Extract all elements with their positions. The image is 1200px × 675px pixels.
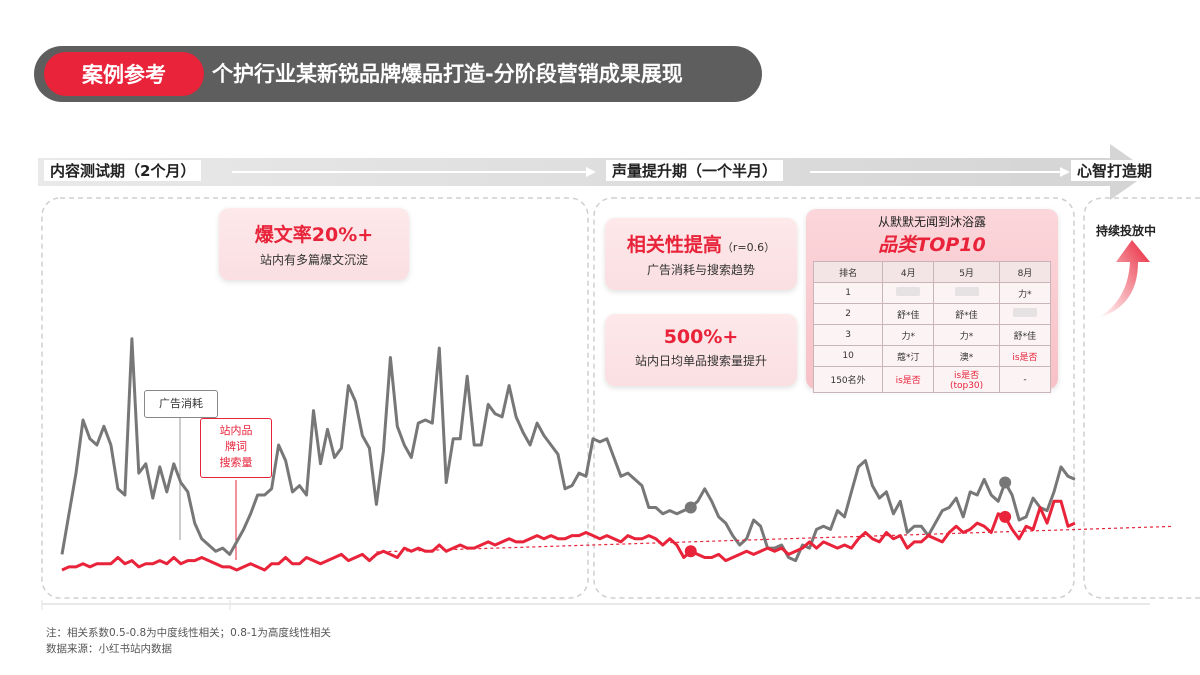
top10-cell: 力*: [998, 282, 1052, 304]
phase-panel-1: [41, 197, 589, 599]
top10-cell: 蔻*汀: [882, 345, 935, 367]
redacted-brand: [954, 287, 979, 296]
phase-panel-3: [1083, 197, 1200, 599]
brand-search-phase-marker: [999, 510, 1012, 523]
search-growth-card: 500%+ 站内日均单品搜索量提升: [605, 314, 797, 386]
top10-cell: [933, 282, 1000, 304]
top10-cell: is是否 (top30): [933, 366, 1000, 393]
top10-cell: 舒*佳: [882, 303, 935, 325]
phase-label-3: 心智打造期: [1071, 160, 1159, 181]
top10-cell: 3: [812, 324, 884, 346]
top10-cell: 力*: [882, 324, 935, 346]
note-source: 数据来源：小红书站内数据: [46, 643, 172, 655]
phase-connector-1-head: [586, 167, 596, 177]
phase-label-2: 声量提升期（一个半月）: [606, 160, 784, 181]
top10-cell: is是否: [882, 366, 935, 393]
top10-card: 从默默无闻到沐浴露 品类TOP10 排名 4月 5月 8月 1 力* 2 舒*佳 舒*佳 3 力*…: [806, 209, 1058, 393]
top10-row: 3 力* 力* 舒*佳: [812, 324, 1052, 346]
top10-row: 2 舒*佳 舒*佳: [812, 303, 1052, 325]
ad-spend-series-line: [60, 337, 1076, 563]
growth-arrow-icon: [1098, 240, 1150, 318]
top10-cell: 澳*: [933, 345, 1000, 367]
correlation-title: 相关性提高: [626, 234, 722, 256]
page-title: 个护行业某新锐品牌爆品打造-分阶段营销成果展现: [212, 62, 683, 86]
top10-table: 排名 4月 5月 8月 1 力* 2 舒*佳 舒*佳 3 力* 力* 舒*佳 10 蔻*汀 澳* is是否 15…: [812, 261, 1052, 393]
phase-label-1: 内容测试期（2个月）: [44, 160, 202, 181]
top10-cell: [882, 282, 935, 304]
top10-title: 从默默无闻到沐浴露: [877, 215, 986, 229]
top10-cell: 舒*佳: [998, 324, 1052, 346]
top10-header-cell: 4月: [882, 261, 935, 283]
search-growth-desc: 站内日均单品搜索量提升: [634, 354, 767, 368]
phase-connector-2-head: [1060, 167, 1070, 177]
brand-search-series-line: [61, 499, 1076, 572]
top10-cell: 1: [812, 282, 884, 304]
ad-spend-callout: 广告消耗: [144, 390, 218, 418]
top10-cell: [998, 303, 1052, 325]
brand-search-phase-marker: [684, 545, 697, 558]
top10-cell: 力*: [933, 324, 1000, 346]
top10-row: 150名外 is是否 is是否 (top30) -: [812, 366, 1052, 393]
search-growth-value: 500%+: [663, 326, 739, 348]
top10-cell: 舒*佳: [933, 303, 1000, 325]
ad-spend-phase-marker: [684, 501, 697, 514]
top10-header-cell: 排名: [812, 261, 884, 283]
top10-cell: 2: [812, 303, 884, 325]
viral-rate-value: 爆文率20%+: [254, 224, 374, 246]
top10-header-cell: 5月: [933, 261, 1000, 283]
top10-cell: 150名外: [812, 366, 884, 393]
brand-search-trendline: [376, 525, 1173, 553]
viral-rate-card: 爆文率20%+ 站内有多篇爆文沉淀: [219, 208, 409, 280]
redacted-brand: [896, 287, 921, 296]
top10-subtitle: 品类TOP10: [878, 234, 986, 256]
brand-search-callout: 站内品 牌词 搜索量: [200, 418, 272, 478]
correlation-desc: 广告消耗与搜索趋势: [646, 263, 755, 277]
correlation-r: （r=0.6）: [721, 241, 776, 254]
note-correlation: 注：相关系数0.5-0.8为中度线性相关；0.8-1为高度线性相关: [46, 627, 331, 639]
top10-header-cell: 8月: [998, 261, 1052, 283]
top10-cell: is是否: [998, 345, 1052, 367]
top10-cell: -: [998, 366, 1052, 393]
ongoing-label: 持续投放中: [1096, 224, 1157, 238]
ad-spend-phase-marker: [999, 476, 1012, 489]
top10-row: 1 力*: [812, 282, 1052, 304]
correlation-card: 相关性提高（r=0.6） 广告消耗与搜索趋势: [605, 218, 797, 290]
top10-row: 10 蔻*汀 澳* is是否: [812, 345, 1052, 367]
case-badge: 案例参考: [44, 52, 204, 96]
viral-rate-desc: 站内有多篇爆文沉淀: [259, 253, 368, 267]
top10-cell: 10: [812, 345, 884, 367]
redacted-brand: [1012, 308, 1037, 317]
